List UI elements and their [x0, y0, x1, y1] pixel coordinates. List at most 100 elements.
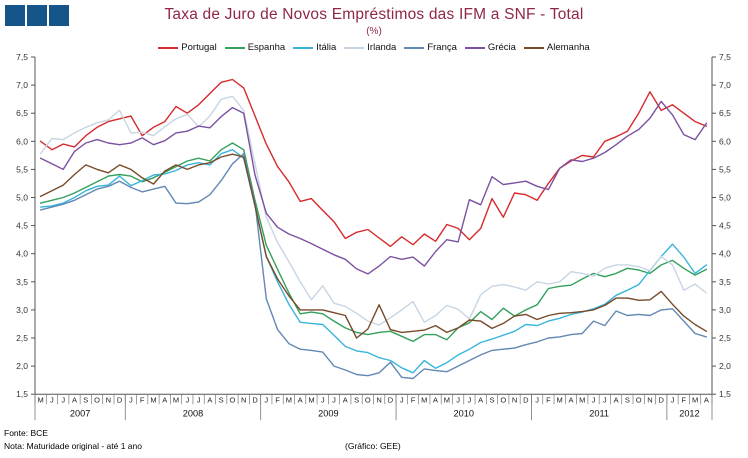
y-tick-label-right: 6,5	[719, 108, 731, 118]
month-label: F	[140, 396, 145, 405]
legend-line-swatch	[224, 46, 245, 49]
month-label: J	[185, 396, 189, 405]
year-label: 2010	[454, 409, 474, 419]
month-label: J	[671, 396, 675, 405]
y-tick-label-right: 4,5	[719, 221, 731, 231]
month-label: A	[298, 396, 303, 405]
legend-label: Espanha	[247, 42, 286, 53]
y-axis-ticks: 1,5 1,5 2,0 2,0 2,5 2,5 3,0 3,0 3,5 3,5 4,0 4,0 4,5 4…	[16, 52, 731, 399]
legend-item-espanha: Espanha	[224, 42, 286, 53]
month-label: M	[173, 396, 179, 405]
y-tick-label-left: 1,5	[16, 389, 28, 399]
month-label: D	[252, 396, 258, 405]
legend-item-irlanda: Irlanda	[344, 42, 396, 53]
legend-line-swatch	[293, 46, 314, 49]
month-label: J	[332, 396, 336, 405]
chart-legend: Portugal Espanha Itália Irlanda França Grécia…	[0, 42, 748, 53]
y-tick-label-left: 3,0	[16, 305, 28, 315]
month-label: M	[421, 396, 427, 405]
month-label: A	[343, 396, 348, 405]
legend-item-grécia: Grécia	[464, 42, 516, 53]
month-label: J	[468, 396, 472, 405]
month-label: A	[162, 396, 167, 405]
month-label: F	[275, 396, 280, 405]
month-label: O	[365, 396, 371, 405]
month-label: J	[400, 396, 404, 405]
y-tick-label-left: 4,0	[16, 249, 28, 259]
month-label: J	[535, 396, 539, 405]
legend-line-swatch	[404, 46, 425, 49]
legend-label: França	[427, 42, 457, 53]
y-tick-label-left: 7,0	[16, 80, 28, 90]
legend-line-swatch	[523, 46, 544, 49]
legend-label: Alemanha	[546, 42, 590, 53]
y-tick-label-right: 3,5	[719, 277, 731, 287]
y-tick-label-right: 4,0	[719, 249, 731, 259]
logo	[5, 5, 69, 26]
y-tick-label-left: 6,5	[16, 108, 28, 118]
month-label: J	[61, 396, 65, 405]
month-label: A	[72, 396, 77, 405]
month-label: M	[308, 396, 314, 405]
series-line-portugal	[39, 78, 708, 248]
legend-label: Portugal	[181, 42, 217, 53]
month-label: S	[219, 396, 224, 405]
legend-item-itália: Itália	[293, 42, 336, 53]
month-label: J	[50, 396, 54, 405]
month-label: D	[388, 396, 394, 405]
month-label: A	[614, 396, 619, 405]
month-label: S	[489, 396, 494, 405]
month-label: D	[659, 396, 665, 405]
month-label: M	[444, 396, 450, 405]
axes	[34, 57, 713, 395]
month-label: O	[636, 396, 642, 405]
month-label: F	[411, 396, 416, 405]
y-tick-label-right: 7,0	[719, 80, 731, 90]
y-tick-label-right: 5,0	[719, 193, 731, 203]
legend-item-frança: França	[404, 42, 457, 53]
legend-line-swatch	[464, 46, 485, 49]
month-label: A	[207, 396, 212, 405]
year-label: 2007	[70, 409, 90, 419]
logo-square	[49, 5, 69, 26]
legend-line-swatch	[344, 46, 365, 49]
month-label: J	[456, 396, 460, 405]
year-label: 2011	[589, 409, 609, 419]
month-label: A	[704, 396, 709, 405]
series-line-grécia	[39, 100, 708, 275]
month-label: O	[230, 396, 236, 405]
month-label: N	[647, 396, 652, 405]
month-label: J	[264, 396, 268, 405]
y-tick-label-right: 3,0	[719, 305, 731, 315]
month-label: M	[692, 396, 698, 405]
y-tick-label-right: 5,5	[719, 164, 731, 174]
y-tick-label-left: 6,0	[16, 136, 28, 146]
series-line-frança	[39, 152, 708, 380]
month-label: M	[557, 396, 563, 405]
y-tick-label-right: 2,0	[719, 361, 731, 371]
y-tick-label-left: 5,5	[16, 164, 28, 174]
legend-label: Irlanda	[367, 42, 397, 53]
y-tick-label-left: 2,5	[16, 333, 28, 343]
y-tick-label-left: 5,0	[16, 193, 28, 203]
month-label: A	[433, 396, 438, 405]
series-line-itália	[39, 148, 708, 374]
month-label: J	[129, 396, 133, 405]
maturity-note: Nota: Maturidade original - até 1 ano	[4, 441, 142, 451]
month-label: J	[197, 396, 201, 405]
source-note: Fonte: BCE	[4, 428, 48, 438]
series-line-alemanha	[39, 153, 708, 339]
month-label: S	[354, 396, 359, 405]
year-label: 2008	[183, 409, 203, 419]
month-label: F	[546, 396, 551, 405]
year-label: 2009	[318, 409, 338, 419]
month-label: S	[83, 396, 88, 405]
month-label: N	[241, 396, 246, 405]
year-label: 2012	[679, 409, 699, 419]
chart-title: Taxa de Juro de Novos Empréstimos das IF…	[164, 6, 584, 23]
month-label: J	[321, 396, 325, 405]
month-label: O	[500, 396, 506, 405]
month-label: M	[286, 396, 292, 405]
